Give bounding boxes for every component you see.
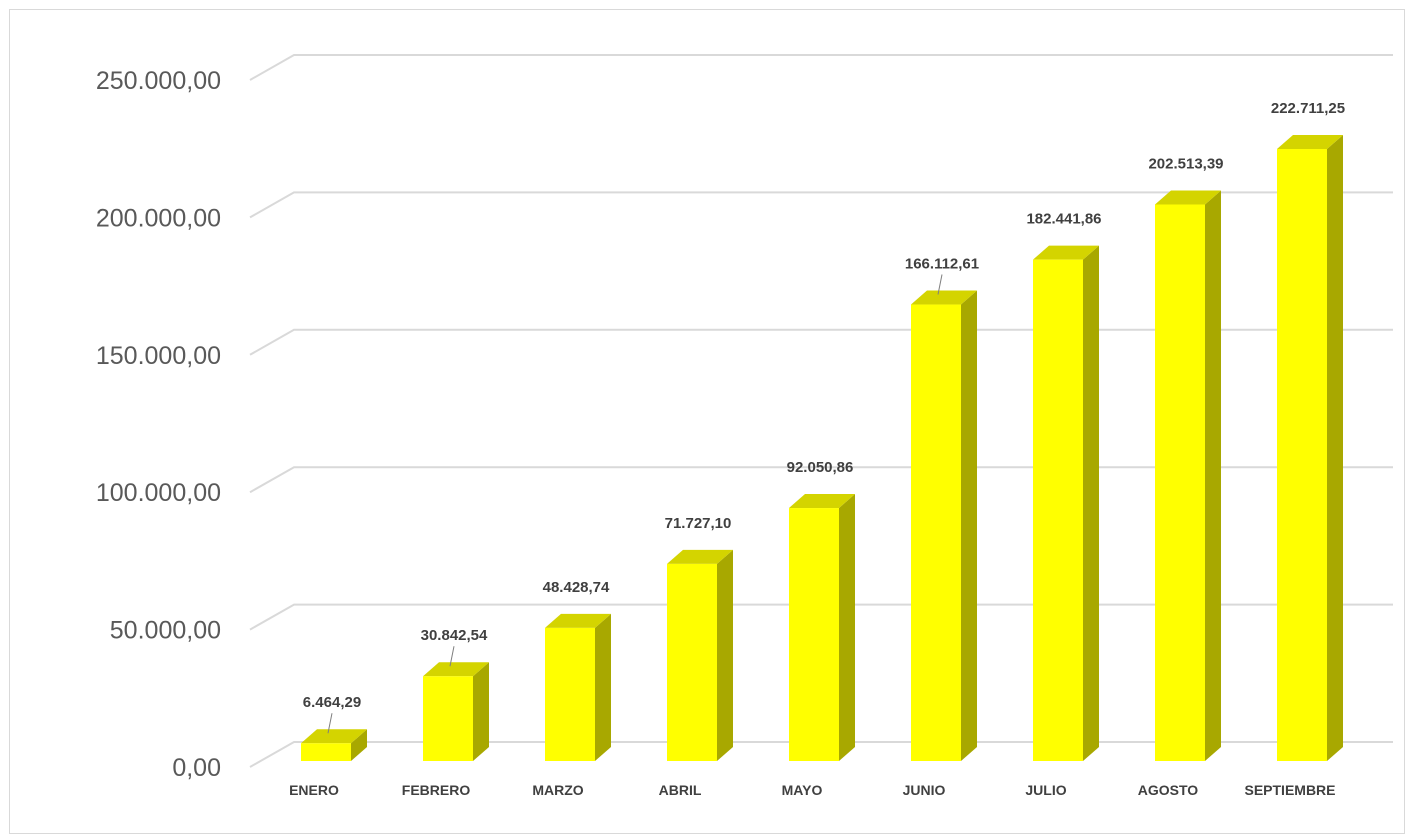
bar-side	[1205, 190, 1221, 761]
bar-side	[351, 729, 367, 761]
x-tick-label: MAYO	[782, 782, 823, 798]
bars	[301, 134, 1343, 761]
x-tick-label: ABRIL	[659, 782, 702, 798]
y-tick-label: 50.000,00	[110, 617, 221, 645]
data-label: 6.464,29	[303, 694, 361, 711]
x-axis-ticks: ENERO FEBRERO MARZO ABRIL MAYO JUNIO JULIO AGOS…	[289, 782, 1335, 798]
x-tick-label: AGOSTO	[1138, 782, 1199, 798]
bar-septiembre	[1277, 134, 1343, 761]
data-label: 222.711,25	[1271, 100, 1345, 117]
y-tick-label: 150.000,00	[96, 342, 221, 370]
bar-side	[595, 613, 611, 761]
gridline	[249, 741, 1393, 768]
gridlines	[249, 54, 1393, 768]
data-labels: 6.464,29 30.842,54 48.428,74 71.727,10 92.05…	[303, 100, 1345, 734]
bar-front	[1033, 259, 1083, 761]
y-tick-label: 200.000,00	[96, 204, 221, 232]
data-label: 182.441,86	[1026, 211, 1101, 228]
gridline	[249, 54, 1393, 81]
bar-febrero	[423, 662, 489, 761]
leader-line	[449, 646, 455, 667]
y-tick-label: 0,00	[172, 754, 221, 782]
bar-front	[1277, 148, 1327, 761]
data-label: 166.112,61	[905, 256, 979, 273]
bar-front	[911, 304, 961, 761]
bar-side	[961, 290, 977, 761]
bar-front	[423, 676, 473, 761]
x-tick-label: ENERO	[289, 782, 339, 798]
leader-line	[327, 713, 333, 734]
x-tick-label: FEBRERO	[402, 782, 471, 798]
data-label: 92.050,86	[787, 459, 854, 476]
x-tick-label: SEPTIEMBRE	[1244, 782, 1335, 798]
data-label: 71.727,10	[665, 515, 732, 532]
gridline	[249, 466, 1393, 494]
bar-side	[1327, 134, 1343, 761]
bar-side	[473, 662, 489, 761]
bar-side	[717, 549, 733, 761]
bar-front	[789, 508, 839, 761]
bar-front	[545, 627, 595, 761]
bar-top	[301, 729, 367, 744]
x-tick-label: JULIO	[1025, 782, 1066, 798]
data-label: 48.428,74	[543, 579, 610, 596]
bar-front	[301, 743, 351, 761]
bar-abril	[667, 549, 733, 761]
y-axis-ticks: 0,00 50.000,00 100.000,00 150.000,00 200.000…	[96, 67, 221, 782]
gridline	[249, 603, 1393, 631]
bar-enero	[301, 729, 367, 761]
data-label: 202.513,39	[1148, 155, 1223, 172]
bar-front	[1155, 204, 1205, 761]
bar-top	[423, 662, 489, 677]
x-tick-label: MARZO	[532, 782, 583, 798]
data-label: 30.842,54	[421, 627, 488, 644]
bar-side	[839, 494, 855, 761]
bar-top	[545, 613, 611, 628]
bar-marzo	[545, 613, 611, 761]
gridline	[249, 191, 1393, 219]
y-tick-label: 100.000,00	[96, 479, 221, 507]
bar-mayo	[789, 494, 855, 761]
bar-side	[1083, 245, 1099, 761]
gridline	[249, 328, 1393, 356]
bar-junio	[911, 290, 977, 761]
bar-top	[1033, 245, 1099, 260]
bar-top	[789, 494, 855, 509]
leader-line	[937, 274, 943, 295]
bar-agosto	[1155, 190, 1221, 761]
x-tick-label: JUNIO	[903, 782, 946, 798]
bar-julio	[1033, 245, 1099, 761]
bar-top	[1277, 134, 1343, 149]
bar-top	[911, 290, 977, 305]
bar-top	[667, 549, 733, 564]
bar-top	[1155, 190, 1221, 205]
bar-front	[667, 563, 717, 761]
y-tick-label: 250.000,00	[96, 67, 221, 95]
